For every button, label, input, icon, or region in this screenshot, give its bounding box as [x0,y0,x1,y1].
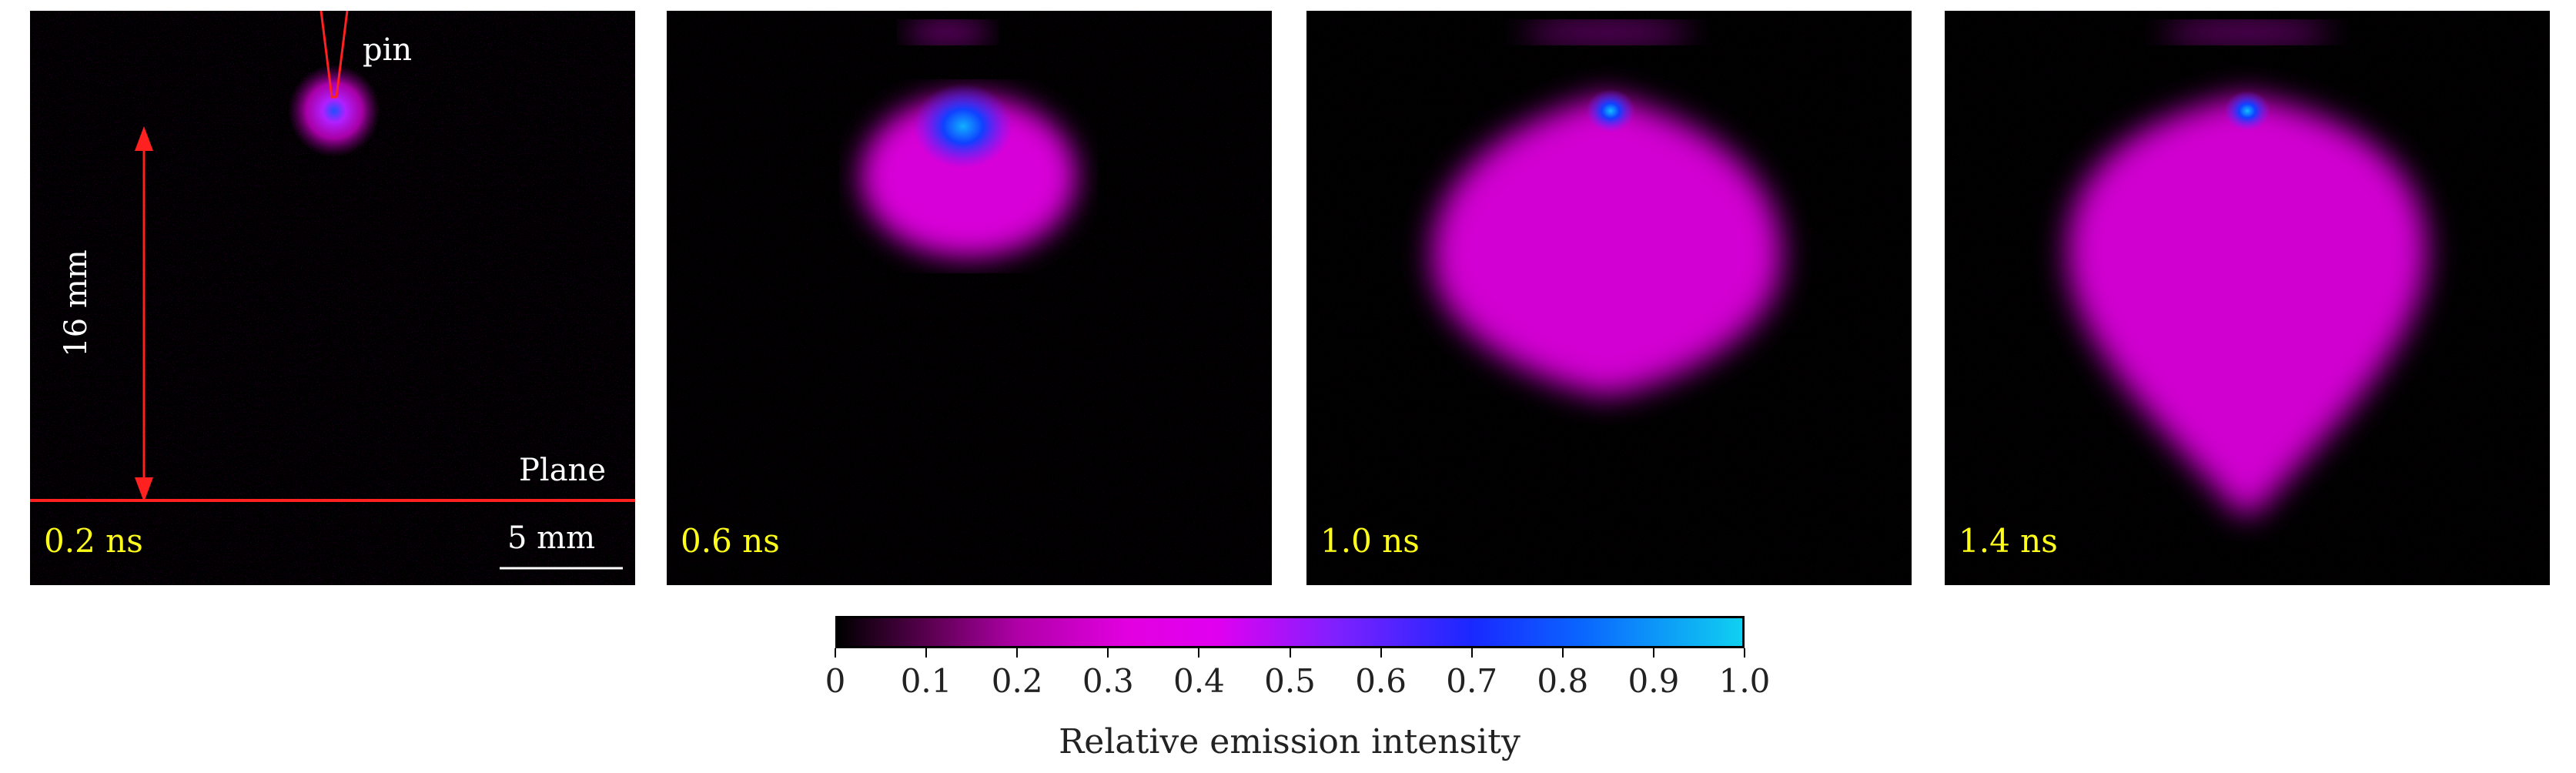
colorbar-tick-label: 0.5 [1264,662,1316,700]
colorbar-tick-label: 0.1 [900,662,952,700]
time-label: 1.4 ns [1959,522,2058,560]
pin-electrode-outline [319,11,349,99]
gap-arrow-head-top [135,126,153,151]
gap-distance-label: 16 mm [59,249,94,357]
frame-1-0ns: 1.0 ns [1306,11,1912,585]
colorbar-tick-label: 1.0 [1718,662,1771,700]
gap-arrow-head-bottom [135,477,153,502]
colorbar-tick-label: 0.8 [1537,662,1589,700]
colorbar-tick [1198,648,1200,658]
colorbar-tick [1107,648,1109,658]
frame-0-6ns: 0.6 ns [667,11,1272,585]
colorbar-tick-label: 0.2 [991,662,1043,700]
discharge-image [1945,11,2550,585]
discharge-image [667,11,1272,585]
discharge-cloud [1432,95,1781,396]
colorbar-tick [1016,648,1019,658]
colorbar-tick [1744,648,1745,658]
discharge-glow [288,65,380,157]
colorbar-tick [1652,648,1654,658]
discharge-image [1306,11,1912,585]
discharge-core [913,84,1013,169]
colorbar-tick-label: 0.9 [1628,662,1680,700]
time-label: 1.0 ns [1320,522,1420,560]
colorbar-tick [1470,648,1473,658]
colorbar-tick [1561,648,1564,658]
colorbar-tick [925,648,928,658]
scale-bar-label: 5 mm [507,520,596,556]
pin-glow [2162,22,2331,43]
colorbar-tick-label: 0 [825,662,846,700]
plane-label: Plane [519,453,606,488]
pin-label: pin [363,32,413,68]
discharge-core [1586,89,1635,132]
colorbar-tick-label: 0.6 [1355,662,1407,700]
noise-layer [30,11,635,585]
pin-glow [1522,22,1691,43]
discharge-cloud [2067,95,2427,515]
colorbar-tick [1289,648,1291,658]
frame-0-2ns: pin 16 mm Plane 5 mm 0.2 ns [30,11,635,585]
colorbar-tick-label: 0.4 [1173,662,1225,700]
pin-glow [905,22,990,43]
colorbar-title: Relative emission intensity [1059,722,1521,761]
colorbar-tick [1380,648,1382,658]
time-label: 0.2 ns [44,522,143,560]
colorbar-tick-label: 0.3 [1082,662,1134,700]
colorbar-tick [835,648,836,658]
frame-1-4ns: 1.4 ns [1945,11,2550,585]
colorbar [835,616,1745,648]
colorbar-tick-label: 0.7 [1446,662,1498,700]
time-label: 0.6 ns [681,522,780,560]
discharge-core [2224,91,2270,131]
